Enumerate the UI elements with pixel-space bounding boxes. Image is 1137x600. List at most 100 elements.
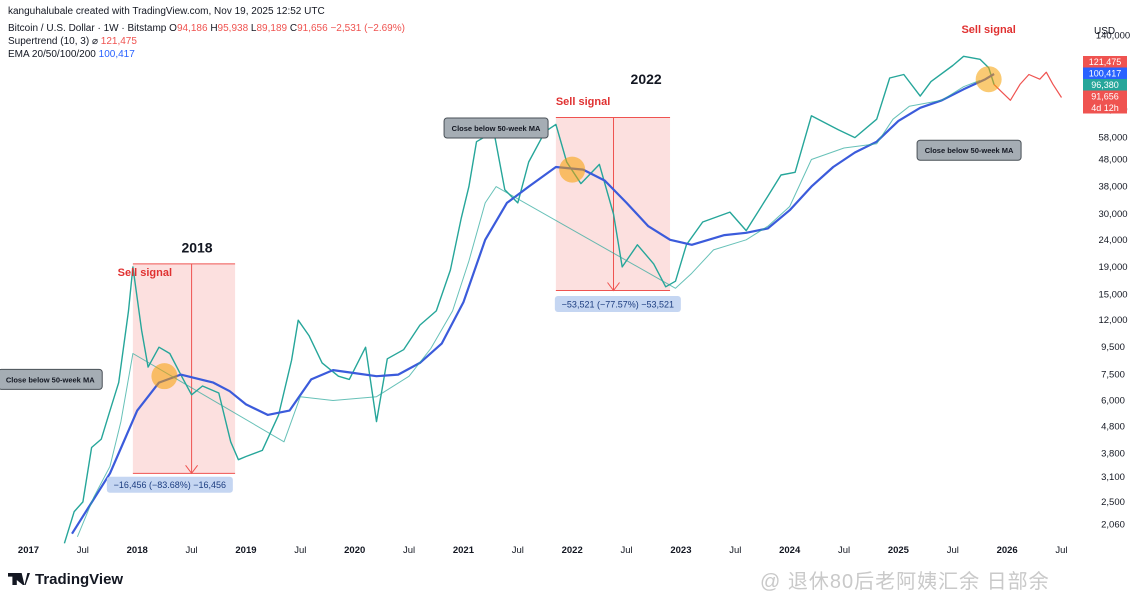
series-btc-usd (63, 55, 995, 544)
x-tick-label: Jul (947, 545, 959, 556)
price-badge-text: 96,380 (1091, 80, 1119, 90)
y-tick-label: 24,000 (1098, 235, 1127, 246)
x-tick-label: 2024 (779, 545, 801, 556)
y-tick-label: 58,000 (1098, 133, 1127, 144)
tradingview-logo-icon (8, 573, 30, 585)
symbol-legend[interactable]: Bitcoin / U.S. Dollar · 1W · Bitstamp O9… (8, 23, 405, 34)
price-badge (1083, 102, 1127, 114)
sell-signal-label: Sell signal (556, 96, 610, 108)
ema-legend[interactable]: EMA 20/50/100/200 100,417 (8, 49, 135, 60)
signal-circle (151, 363, 178, 390)
callout-box (916, 139, 1022, 161)
tradingview-logo-text: TradingView (35, 571, 124, 588)
supertrend-value: 121,475 (100, 36, 137, 47)
low-label: L (250, 23, 257, 34)
price-badge (1083, 90, 1127, 102)
change-value: −2,531 (−2.69%) (330, 23, 405, 34)
measure-text: −53,521 (−77.57%) −53,521 (562, 299, 674, 309)
ema-value: 100,417 (98, 49, 135, 60)
price-badge (1083, 79, 1127, 91)
signal-circle (559, 156, 586, 183)
callout-text: Close below 50-week MA (452, 124, 541, 133)
supertrend-legend[interactable]: Supertrend (10, 3) ⌀ 121,475 (8, 36, 137, 47)
y-tick-label: 38,000 (1098, 182, 1127, 193)
supertrend-label: Supertrend (10, 3) (8, 36, 90, 47)
series-supertrend (76, 79, 981, 537)
series-projection (993, 71, 1063, 101)
price-badge-text: 100,417 (1089, 69, 1122, 79)
low-value: 89,189 (256, 23, 288, 34)
y-tick-label: 9,500 (1101, 342, 1125, 353)
y-tick-label: 7,500 (1101, 370, 1125, 381)
ema-label: EMA 20/50/100/200 (8, 49, 96, 60)
x-tick-label: 2026 (997, 545, 1018, 556)
x-tick-label: Jul (77, 545, 89, 556)
callout-text: Close below 50-week MA (6, 375, 95, 384)
series-ema-50 (71, 73, 995, 535)
y-tick-label: 12,000 (1098, 315, 1127, 326)
annotations: 2018 2022 Sell signal Sell signal Sell signa… (0, 24, 1022, 493)
y-tick-label: 2,500 (1101, 497, 1125, 508)
measure-box (106, 476, 233, 493)
close-value: 91,656 (297, 23, 328, 34)
x-tick-label: Jul (186, 545, 198, 556)
author-line: kanguhalubale created with TradingView.c… (8, 6, 325, 17)
measure-text: −16,456 (−83.68%) −16,456 (114, 480, 226, 490)
symbol-name: Bitcoin / U.S. Dollar · 1W · Bitstamp (8, 23, 167, 34)
x-tick-label: Jul (294, 545, 306, 556)
signal-circle (975, 66, 1002, 93)
x-tick-label: 2017 (18, 545, 39, 556)
sell-zones (132, 116, 671, 475)
year-label: 2018 (181, 240, 212, 256)
y-tick-label: 6,000 (1101, 395, 1125, 406)
y-tick-label: 19,000 (1098, 262, 1127, 273)
price-badge-text: 91,656 (1091, 92, 1119, 102)
callout-box (0, 368, 103, 390)
x-tick-label: 2020 (344, 545, 365, 556)
high-label: H (210, 23, 218, 34)
price-badge (1083, 67, 1127, 79)
sell-signal-label: Sell signal (118, 267, 172, 279)
eye-slash-icon[interactable]: ⌀ (91, 36, 98, 47)
price-badge (1083, 56, 1127, 68)
y-tick-label: 48,000 (1098, 155, 1127, 166)
measure-box (554, 295, 681, 312)
x-tick-label: 2022 (562, 545, 583, 556)
x-tick-label: Jul (512, 545, 524, 556)
callout-box (443, 117, 549, 139)
x-tick-label: Jul (838, 545, 850, 556)
y-tick-label: 2,060 (1101, 519, 1125, 530)
x-tick-label: Jul (729, 545, 741, 556)
x-tick-label: 2018 (127, 545, 148, 556)
y-tick-label: 3,800 (1101, 448, 1125, 459)
y-tick-label: 3,100 (1101, 472, 1125, 483)
open-value: 94,186 (176, 23, 208, 34)
x-tick-label: 2025 (888, 545, 910, 556)
highlight-circles (151, 66, 1002, 390)
watermark: @ 退休80后老阿姨汇余 日部余 (760, 571, 1050, 593)
sell-zone-arrowhead (185, 465, 198, 475)
y-tick-label: 4,800 (1101, 421, 1125, 432)
year-label: 2022 (631, 71, 662, 87)
x-tick-label: 2019 (235, 545, 256, 556)
sell-zone (132, 263, 236, 474)
y-tick-label: 30,000 (1098, 209, 1127, 220)
sell-zone-arrowhead (607, 282, 620, 292)
y-tick-label: 140,000 (1096, 30, 1130, 41)
currency-label: USD (1094, 26, 1116, 37)
high-value: 95,938 (217, 23, 249, 34)
sell-signal-label: Sell signal (961, 24, 1015, 36)
x-tick-label: Jul (403, 545, 415, 556)
callout-text: Close below 50-week MA (925, 146, 1014, 155)
y-tick-label: 15,000 (1098, 289, 1127, 300)
price-badge-text: 121,475 (1089, 57, 1122, 67)
axes: 140,00074,00058,00048,00038,00030,00024,… (18, 30, 1130, 556)
x-tick-label: 2021 (453, 545, 475, 556)
series (63, 55, 1063, 544)
open-label: O (169, 23, 177, 34)
tradingview-logo[interactable]: TradingView (8, 571, 123, 588)
x-tick-label: Jul (1055, 545, 1067, 556)
close-label: C (289, 23, 298, 34)
